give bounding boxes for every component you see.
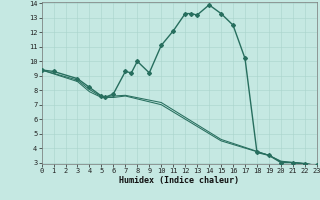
- X-axis label: Humidex (Indice chaleur): Humidex (Indice chaleur): [119, 176, 239, 185]
